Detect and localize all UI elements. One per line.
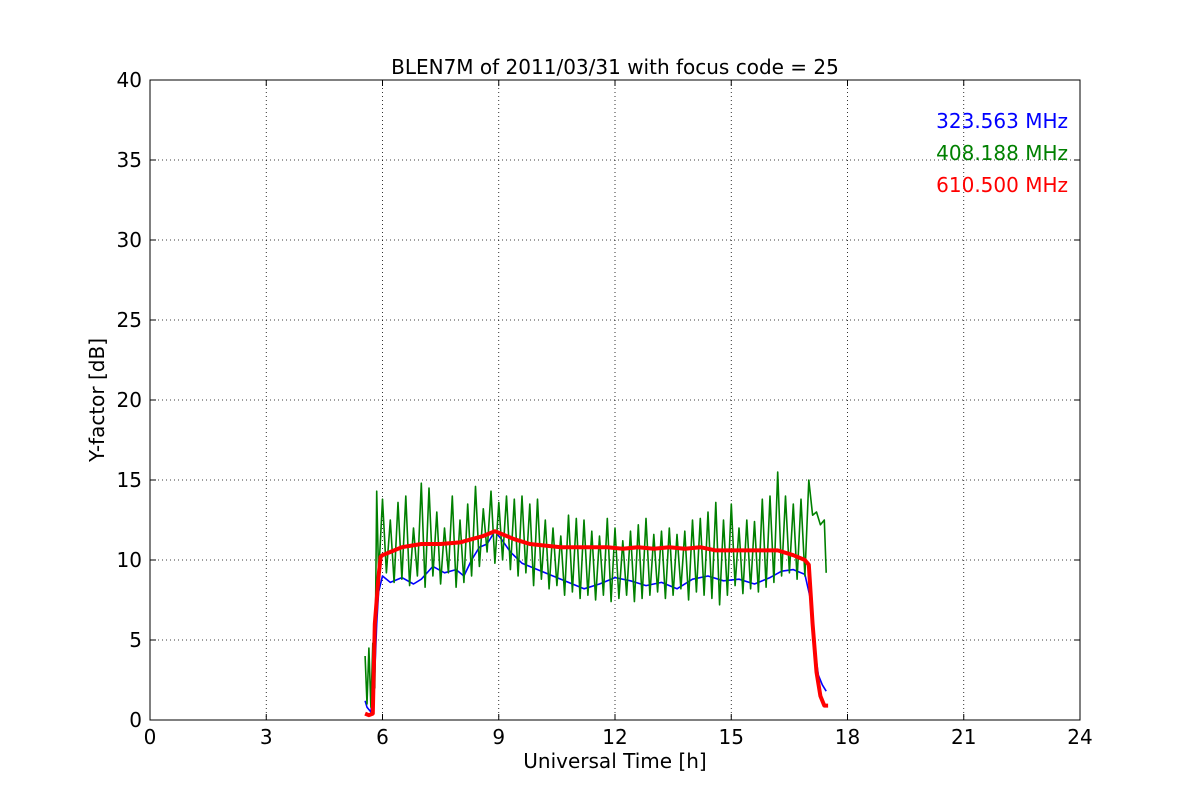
x-tick-label: 18 xyxy=(835,725,860,749)
axis-ticks xyxy=(149,79,1081,721)
x-axis-label: Universal Time [h] xyxy=(523,749,706,773)
y-tick-label: 15 xyxy=(117,468,142,492)
x-tick-label: 0 xyxy=(144,725,157,749)
series-line-0 xyxy=(364,530,827,713)
x-tick-label: 21 xyxy=(951,725,976,749)
y-tick-label: 0 xyxy=(129,708,142,732)
grid xyxy=(150,80,1080,720)
y-tick-label: 35 xyxy=(117,148,142,172)
y-tick-label: 40 xyxy=(117,68,142,92)
x-tick-label: 6 xyxy=(376,725,389,749)
x-tick-label: 24 xyxy=(1067,725,1092,749)
x-tick-label: 12 xyxy=(602,725,627,749)
tick-labels: 0 3 6 9 12 15 18 21 24 0 5 10 15 20 25 30 35 40 xyxy=(117,68,1093,749)
series-layer xyxy=(364,471,829,718)
legend-entry-0: 323.563 MHz xyxy=(936,109,1068,133)
legend-entry-2: 610.500 MHz xyxy=(936,173,1068,197)
x-tick-label: 9 xyxy=(492,725,505,749)
legend-entry-1: 408.188 MHz xyxy=(936,141,1068,165)
legend: 323.563 MHz 408.188 MHz 610.500 MHz xyxy=(936,109,1068,197)
y-tick-label: 20 xyxy=(117,388,142,412)
y-tick-label: 25 xyxy=(117,308,142,332)
series-line-2 xyxy=(364,529,829,718)
y-tick-label: 10 xyxy=(117,548,142,572)
y-tick-label: 5 xyxy=(129,628,142,652)
y-axis-label: Y-factor [dB] xyxy=(85,338,109,463)
y-tick-label: 30 xyxy=(117,228,142,252)
series-line-1 xyxy=(364,471,827,709)
chart-title: BLEN7M of 2011/03/31 with focus code = 2… xyxy=(391,55,839,79)
x-tick-label: 15 xyxy=(719,725,744,749)
x-tick-label: 3 xyxy=(260,725,273,749)
